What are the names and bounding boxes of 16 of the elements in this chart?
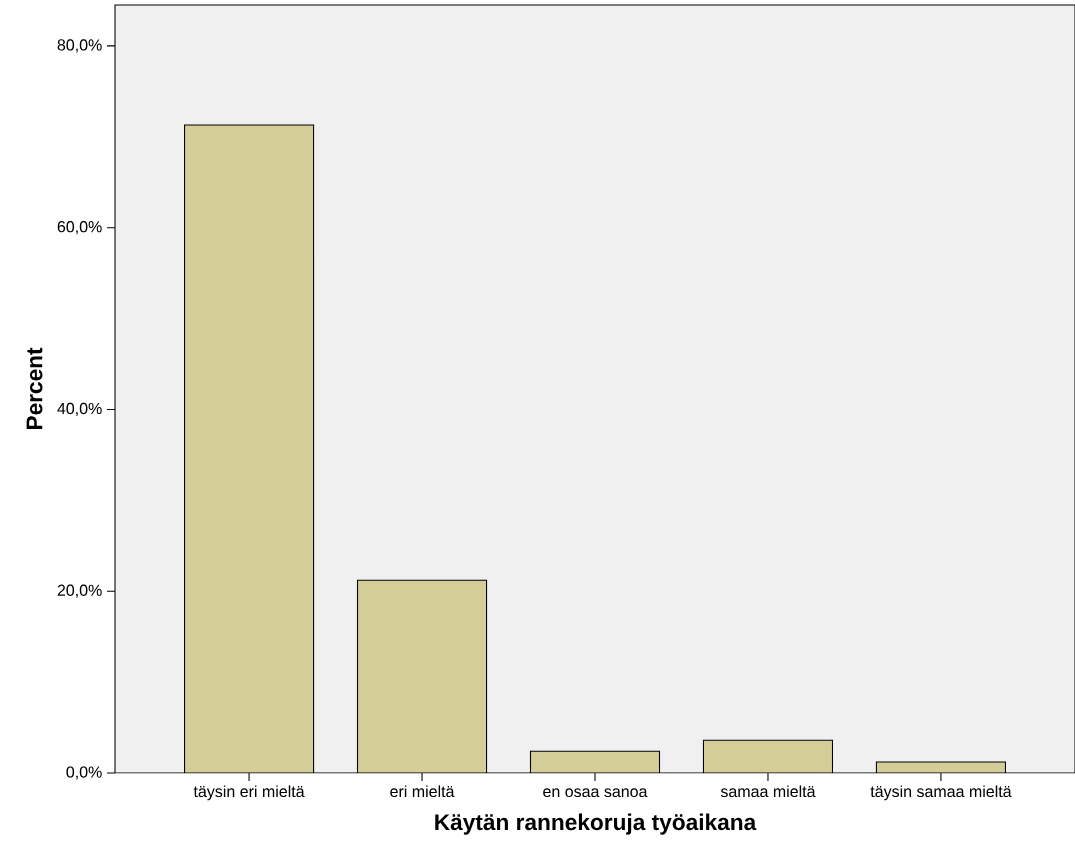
x-tick-label: täysin samaa mieltä	[870, 785, 1012, 801]
x-tick-label: samaa mieltä	[720, 785, 816, 798]
x-tick-label: eri mieltä	[390, 785, 455, 798]
bar	[702, 739, 834, 773]
bar	[357, 580, 487, 773]
bar	[529, 750, 661, 773]
y-tick-label: 20,0%	[57, 584, 102, 598]
bar	[184, 124, 315, 773]
x-tick-label: täysin eri mieltä	[193, 785, 305, 801]
y-tick-label: 80,0%	[57, 39, 102, 53]
x-axis-title: Käytän rannekoruja työaikana	[435, 813, 757, 835]
y-tick-label: 40,0%	[57, 402, 102, 417]
y-tick-label: 60,0%	[57, 221, 102, 235]
y-tick-label: 0,0%	[66, 766, 102, 780]
x-tick-label: en osaa sanoa	[543, 788, 648, 798]
y-axis-title: Percent	[26, 347, 43, 430]
